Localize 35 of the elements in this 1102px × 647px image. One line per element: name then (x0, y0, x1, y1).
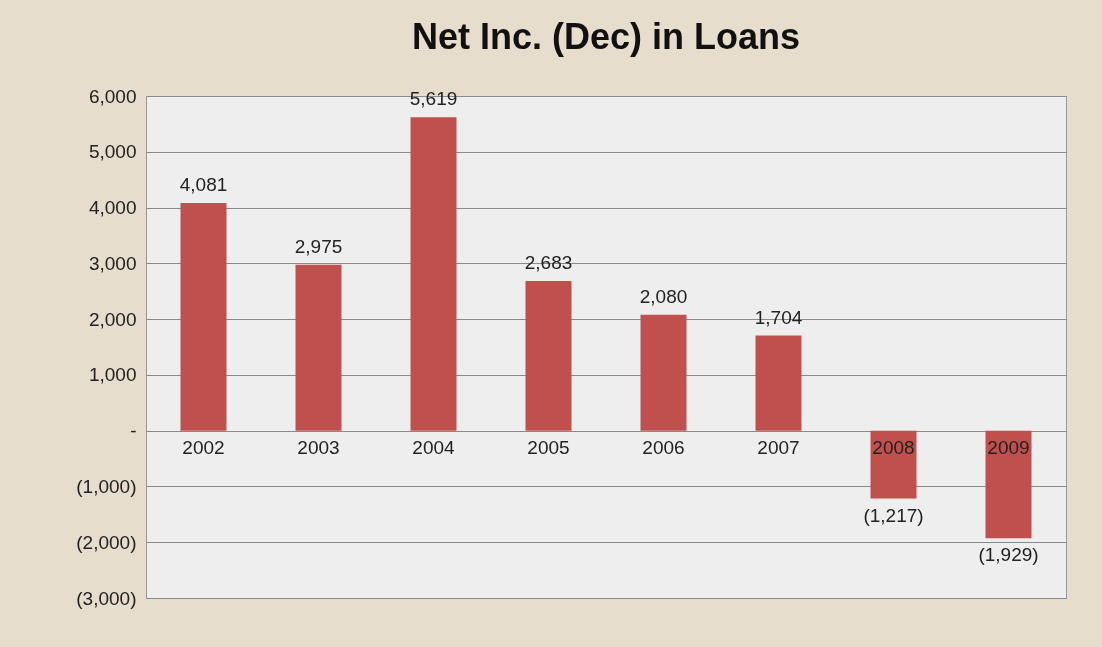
y-tick-label: 3,000 (88, 252, 137, 274)
data-label: (1,929) (978, 544, 1039, 566)
y-tick-label: (2,000) (76, 531, 137, 553)
x-tick-label: 2007 (757, 437, 800, 459)
data-label: (1,217) (863, 504, 924, 526)
data-label: 2,683 (524, 252, 573, 274)
data-label: 2,975 (294, 235, 343, 257)
y-tick-label: 5,000 (88, 141, 137, 163)
x-tick-label: 2004 (412, 437, 456, 459)
y-tick-label: 1,000 (88, 364, 137, 386)
y-tick-label: - (130, 420, 137, 442)
y-tick-label: (1,000) (76, 475, 137, 497)
y-tick-label: 2,000 (88, 308, 137, 330)
bar (410, 117, 457, 431)
x-tick-label: 2009 (987, 437, 1030, 459)
bar (755, 335, 802, 431)
data-label: 4,081 (179, 174, 228, 196)
x-tick-label: 2005 (527, 437, 570, 459)
bar (525, 281, 572, 431)
data-label: 1,704 (754, 306, 803, 328)
y-tick-label: 6,000 (88, 85, 137, 107)
data-label: 5,619 (409, 88, 458, 110)
x-tick-label: 2006 (642, 437, 685, 459)
chart-title: Net Inc. (Dec) in Loans (411, 16, 801, 57)
x-tick-label: 2002 (182, 437, 225, 459)
bar (870, 430, 917, 499)
y-tick-label: (3,000) (76, 587, 137, 609)
bar (985, 430, 1032, 539)
x-tick-label: 2003 (297, 437, 340, 459)
bar (295, 264, 342, 431)
bar (640, 314, 687, 431)
bar (180, 203, 227, 431)
y-tick-label: 4,000 (88, 197, 137, 219)
data-label: 2,080 (639, 285, 688, 307)
x-tick-label: 2008 (872, 437, 915, 459)
